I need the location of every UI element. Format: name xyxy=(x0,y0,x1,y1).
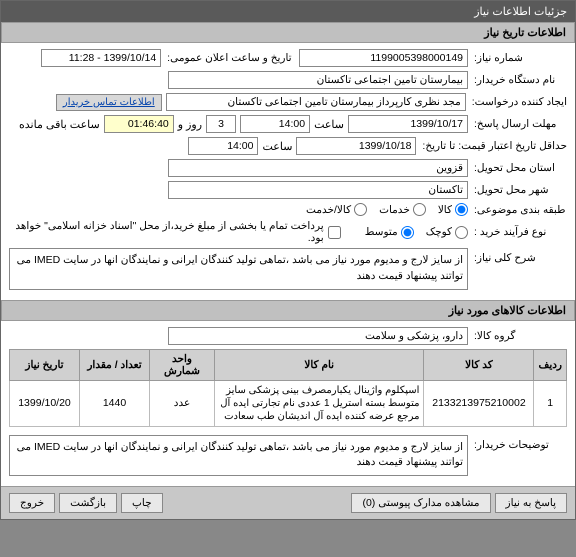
th-name: نام کالا xyxy=(215,349,424,380)
goods-group-field[interactable] xyxy=(168,327,468,345)
cell-unit: عدد xyxy=(150,380,215,426)
process-radio-group: کوچک متوسط xyxy=(365,226,468,239)
label-reply-deadline: مهلت ارسال پاسخ: xyxy=(472,118,567,130)
reply-need-button[interactable]: پاسخ به نیاز xyxy=(495,493,567,513)
label-device-name: نام دستگاه خریدار: xyxy=(472,74,567,86)
grouping-radio-group: کالا خدمات کالا/خدمت xyxy=(306,203,468,216)
validity-time-field[interactable] xyxy=(188,137,258,155)
radio-small-label[interactable]: کوچک xyxy=(426,226,468,239)
form-area-top: شماره نیاز: تاریخ و ساعت اعلان عمومی: نا… xyxy=(1,43,575,300)
radio-khadamat[interactable] xyxy=(413,203,426,216)
th-row: ردیف xyxy=(534,349,567,380)
back-button[interactable]: بازگشت xyxy=(59,493,117,513)
cell-date: 1399/10/20 xyxy=(10,380,80,426)
radio-kala-khadamat[interactable] xyxy=(354,203,367,216)
need-number-field[interactable] xyxy=(299,49,468,67)
reply-date-field[interactable] xyxy=(348,115,468,133)
label-process-type: نوع فرآیند خرید : xyxy=(472,226,567,238)
city-field[interactable] xyxy=(168,181,468,199)
main-window: جزئیات اطلاعات نیاز اطلاعات تاریخ نیاز ش… xyxy=(0,0,576,520)
time-remaining-field xyxy=(104,115,174,133)
label-rooz: روز و xyxy=(178,118,202,131)
th-date: تاریخ نیاز xyxy=(10,349,80,380)
contact-info-button[interactable]: اطلاعات تماس خریدار xyxy=(56,94,162,111)
radio-medium-label[interactable]: متوسط xyxy=(365,226,414,239)
label-saat-1: ساعت xyxy=(314,118,344,131)
th-unit: واحد شمارش xyxy=(150,349,215,380)
partial-pay-label: پرداخت تمام یا بخشی از مبلغ خرید،از محل … xyxy=(9,220,324,244)
label-province: استان محل تحویل: xyxy=(472,162,567,174)
print-button[interactable]: چاپ xyxy=(121,493,163,513)
label-main-desc: شرح کلی نیاز: xyxy=(472,248,567,264)
label-city: شهر محل تحویل: xyxy=(472,184,567,196)
label-saat-2: ساعت xyxy=(262,140,292,153)
label-announce-date: تاریخ و ساعت اعلان عمومی: xyxy=(165,52,295,64)
cell-qty: 1440 xyxy=(80,380,150,426)
buyer-notes-box[interactable]: از سایز لارج و مدیوم مورد نیاز می باشد ،… xyxy=(9,435,468,477)
section-date-info: اطلاعات تاریخ نیاز xyxy=(1,22,575,43)
table-row[interactable]: 1 2133213975210002 اسپکلوم واژینال یکبار… xyxy=(10,380,567,426)
th-qty: تعداد / مقدار xyxy=(80,349,150,380)
label-min-validity: حداقل تاریخ اعتبار قیمت: تا تاریخ: xyxy=(420,140,567,152)
form-area-items: گروه کالا: ردیف کد کالا نام کالا واحد شم… xyxy=(1,321,575,487)
reply-time-field[interactable] xyxy=(240,115,310,133)
view-attachments-button[interactable]: مشاهده مدارک پیوستی (0) xyxy=(351,493,490,513)
cell-row: 1 xyxy=(534,380,567,426)
section-items-info: اطلاعات کالاهای مورد نیاز xyxy=(1,300,575,321)
radio-medium[interactable] xyxy=(401,226,414,239)
cell-code: 2133213975210002 xyxy=(424,380,534,426)
cell-name: اسپکلوم واژینال یکبارمصرف بینی پزشکی سای… xyxy=(215,380,424,426)
bottom-bar: پاسخ به نیاز مشاهده مدارک پیوستی (0) چاپ… xyxy=(1,486,575,519)
validity-date-field[interactable] xyxy=(296,137,416,155)
radio-kala[interactable] xyxy=(455,203,468,216)
label-remaining: ساعت باقی مانده xyxy=(19,118,100,131)
th-code: کد کالا xyxy=(424,349,534,380)
radio-kala-label[interactable]: کالا xyxy=(438,203,468,216)
label-buyer-notes: توضیحات خریدار: xyxy=(472,435,567,451)
radio-small[interactable] xyxy=(455,226,468,239)
device-name-field[interactable] xyxy=(168,71,468,89)
label-creator: ایجاد کننده درخواست: xyxy=(470,96,567,108)
province-field[interactable] xyxy=(168,159,468,177)
label-grouping: طبقه بندی موضوعی: xyxy=(472,204,567,216)
label-goods-group: گروه کالا: xyxy=(472,330,567,342)
label-need-number: شماره نیاز: xyxy=(472,52,567,64)
exit-button[interactable]: خروج xyxy=(9,493,55,513)
titlebar: جزئیات اطلاعات نیاز xyxy=(1,1,575,22)
announce-date-field[interactable] xyxy=(41,49,161,67)
creator-field[interactable] xyxy=(166,93,466,111)
radio-kala-khadamat-label[interactable]: کالا/خدمت xyxy=(306,203,367,216)
partial-pay-checkbox[interactable] xyxy=(328,226,341,239)
main-desc-box[interactable]: از سایز لارج و مدیوم مورد نیاز می باشد ،… xyxy=(9,248,468,290)
radio-khadamat-label[interactable]: خدمات xyxy=(379,203,426,216)
days-remaining-field xyxy=(206,115,236,133)
items-table: ردیف کد کالا نام کالا واحد شمارش تعداد /… xyxy=(9,349,567,427)
